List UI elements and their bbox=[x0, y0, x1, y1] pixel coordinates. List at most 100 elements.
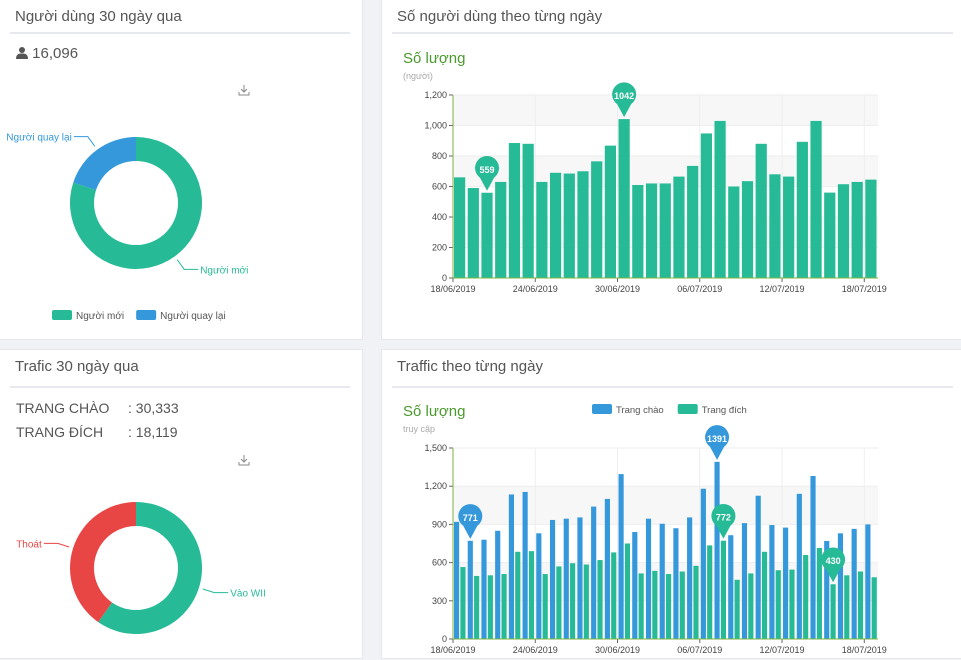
bar bbox=[501, 574, 507, 639]
marker-label: 559 bbox=[480, 165, 495, 175]
bar bbox=[700, 133, 712, 278]
users-donut-chart: Người mới Người quay lại Người mới Người qu… bbox=[6, 133, 248, 322]
y-tick-label: 1,200 bbox=[424, 90, 447, 100]
y-axis-label: (người) bbox=[403, 71, 433, 81]
bar bbox=[632, 532, 638, 639]
bar bbox=[645, 183, 658, 278]
grid-band bbox=[453, 95, 878, 126]
slice-label-line bbox=[202, 588, 229, 594]
x-tick-label: 30/06/2019 bbox=[595, 284, 640, 294]
marker-label: 771 bbox=[463, 513, 478, 523]
bar bbox=[783, 176, 795, 278]
donut-slice bbox=[70, 502, 136, 623]
y-tick-label: 0 bbox=[442, 273, 447, 283]
bar bbox=[761, 551, 768, 639]
donut-slice bbox=[70, 137, 202, 269]
bar bbox=[857, 571, 864, 639]
y-axis-label: truy cập bbox=[403, 424, 435, 434]
bar bbox=[659, 523, 665, 639]
bar bbox=[570, 563, 576, 639]
bar bbox=[481, 539, 487, 639]
bar bbox=[618, 119, 630, 278]
bar bbox=[783, 527, 789, 639]
bar bbox=[508, 143, 521, 278]
y-tick-label: 800 bbox=[432, 151, 447, 161]
bar bbox=[591, 506, 597, 639]
traffic-panel: Trafic 30 ngày qua TRANG CHÀO: 30,333 TR… bbox=[0, 349, 363, 659]
bar bbox=[769, 174, 781, 278]
legend-swatch bbox=[52, 310, 72, 320]
panel-title: Số người dùng theo từng ngày bbox=[397, 8, 603, 25]
bar bbox=[563, 518, 569, 639]
daily-users-bar-chart: Số lượng (người) 0 200 400 600 800 1,000 1,200 18… bbox=[403, 50, 887, 294]
legend-swatch bbox=[136, 310, 157, 320]
bar bbox=[707, 545, 713, 639]
download-icon[interactable] bbox=[238, 454, 250, 466]
divider bbox=[10, 32, 350, 34]
bar bbox=[865, 524, 871, 639]
slice-label: Người mới bbox=[200, 265, 248, 276]
bar bbox=[865, 179, 877, 278]
slice-label-line bbox=[43, 542, 70, 548]
bar bbox=[796, 493, 802, 639]
panel-title: Traffic theo từng ngày bbox=[397, 358, 543, 375]
users-panel: Người dùng 30 ngày qua 16,096 Người mới N… bbox=[0, 0, 363, 340]
daily-traffic-bar-chart: Số lượng truy cập 0 300 600 900 1,200 1,500 18/0… bbox=[403, 403, 887, 655]
bar bbox=[810, 476, 816, 639]
bar bbox=[556, 566, 562, 639]
bar bbox=[734, 579, 740, 639]
panel-title: Người dùng 30 ngày qua bbox=[15, 8, 182, 25]
bar bbox=[583, 564, 589, 639]
divider bbox=[392, 386, 953, 388]
traffic-donut-chart: Vào WII Thoát bbox=[16, 502, 266, 634]
bar bbox=[679, 571, 685, 639]
bar bbox=[474, 575, 480, 639]
bar bbox=[666, 574, 672, 639]
bar bbox=[495, 181, 507, 278]
slice-label: Người quay lại bbox=[6, 133, 72, 144]
bar bbox=[618, 474, 624, 639]
x-tick-label: 30/06/2019 bbox=[595, 645, 640, 655]
daily-users-panel: Số người dùng theo từng ngày Số lượng (ng… bbox=[381, 0, 961, 340]
y-tick-label: 1,500 bbox=[424, 443, 447, 453]
x-tick-label: 06/07/2019 bbox=[677, 284, 722, 294]
x-tick-label: 12/07/2019 bbox=[760, 284, 805, 294]
marker-pin bbox=[458, 504, 483, 539]
bar bbox=[638, 573, 644, 639]
y-tick-label: 300 bbox=[432, 596, 447, 606]
bar bbox=[755, 495, 761, 639]
bar bbox=[577, 171, 589, 278]
x-tick-label: 06/07/2019 bbox=[677, 645, 722, 655]
stat-value: : 30,333 bbox=[128, 400, 179, 416]
user-total-value: 16,096 bbox=[32, 45, 79, 62]
bar bbox=[693, 565, 699, 639]
slice-label-line bbox=[176, 259, 199, 270]
user-icon bbox=[16, 47, 28, 59]
stat-row: TRANG ĐÍCH: 18,119 bbox=[16, 424, 178, 440]
marker-pin bbox=[705, 425, 730, 460]
bar bbox=[536, 533, 542, 639]
bar bbox=[604, 145, 617, 278]
bar bbox=[454, 177, 466, 278]
x-tick-label: 12/07/2019 bbox=[760, 645, 805, 655]
bar bbox=[769, 525, 775, 639]
chart-title: Số lượng bbox=[403, 403, 465, 420]
x-tick-label: 18/07/2019 bbox=[842, 284, 887, 294]
stat-value: : 18,119 bbox=[128, 424, 178, 440]
bar bbox=[487, 575, 493, 639]
y-tick-label: 600 bbox=[432, 182, 447, 192]
bar bbox=[645, 518, 652, 639]
marker-pin bbox=[475, 156, 500, 191]
bar bbox=[577, 517, 583, 639]
bar bbox=[563, 173, 575, 278]
bar bbox=[522, 143, 534, 278]
bar bbox=[542, 574, 548, 639]
bar bbox=[837, 184, 850, 278]
bar bbox=[508, 494, 514, 639]
slice-label-line bbox=[73, 136, 96, 147]
x-tick-label: 24/06/2019 bbox=[513, 284, 558, 294]
download-icon[interactable] bbox=[238, 84, 250, 96]
bar bbox=[454, 521, 460, 639]
marker-pin bbox=[821, 547, 846, 583]
legend-label: Người mới bbox=[76, 311, 124, 322]
